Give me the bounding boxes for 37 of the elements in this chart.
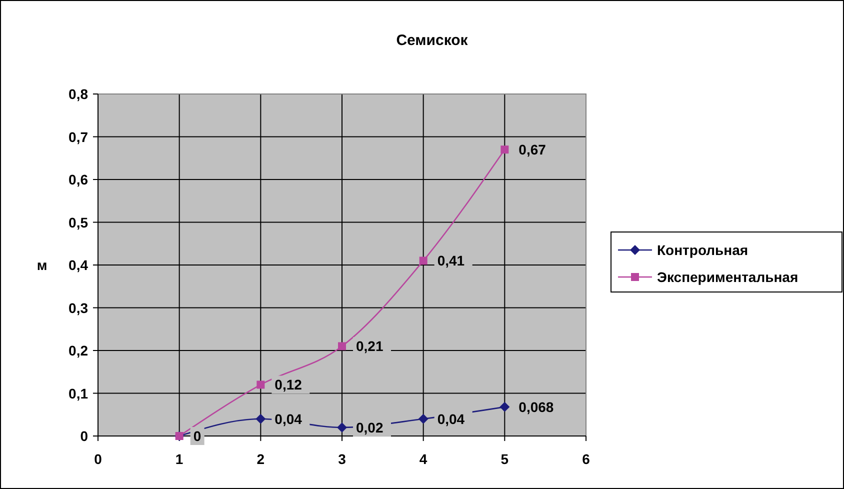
chart-title: Семискок — [396, 32, 468, 49]
y-tick-label: 0,8 — [68, 86, 88, 102]
x-tick-label: 6 — [582, 451, 590, 467]
y-tick-label: 0,3 — [68, 300, 88, 316]
x-tick-label: 0 — [94, 451, 102, 467]
x-tick-label: 1 — [175, 451, 184, 467]
x-tick-label: 4 — [419, 451, 428, 467]
point — [338, 342, 346, 350]
data-label: 0,41 — [437, 252, 465, 269]
legend-label: Экспериментальная — [657, 269, 798, 285]
point — [500, 146, 509, 154]
x-tick-label: 5 — [500, 451, 509, 467]
y-tick-label: 0,7 — [68, 128, 88, 145]
y-axis-title: м — [36, 257, 48, 273]
data-label: 0,21 — [356, 338, 384, 354]
x-tick-label: 3 — [338, 451, 346, 467]
point — [418, 414, 428, 424]
y-tick-label: 0,5 — [68, 214, 88, 230]
y-tick-label: 0,2 — [68, 342, 88, 358]
point — [337, 422, 347, 432]
y-tick-label: 0 — [80, 428, 88, 444]
data-label: 0,068 — [518, 398, 554, 415]
data-label: 0,04 — [274, 410, 302, 427]
data-label: 0,04 — [437, 410, 465, 427]
y-tick-label: 0,6 — [68, 172, 88, 188]
data-label: 0 — [193, 428, 202, 444]
data-label: 0,67 — [518, 142, 546, 158]
point — [256, 380, 265, 389]
y-tick-label: 0,1 — [68, 385, 88, 402]
point — [500, 402, 510, 412]
point — [256, 414, 266, 424]
legend-label: Контрольная — [657, 242, 748, 258]
x-tick-label: 2 — [256, 451, 265, 467]
data-label: 0,02 — [356, 419, 384, 436]
point — [419, 256, 428, 265]
y-tick-label: 0,4 — [68, 257, 88, 273]
data-label: 0,12 — [274, 376, 302, 393]
